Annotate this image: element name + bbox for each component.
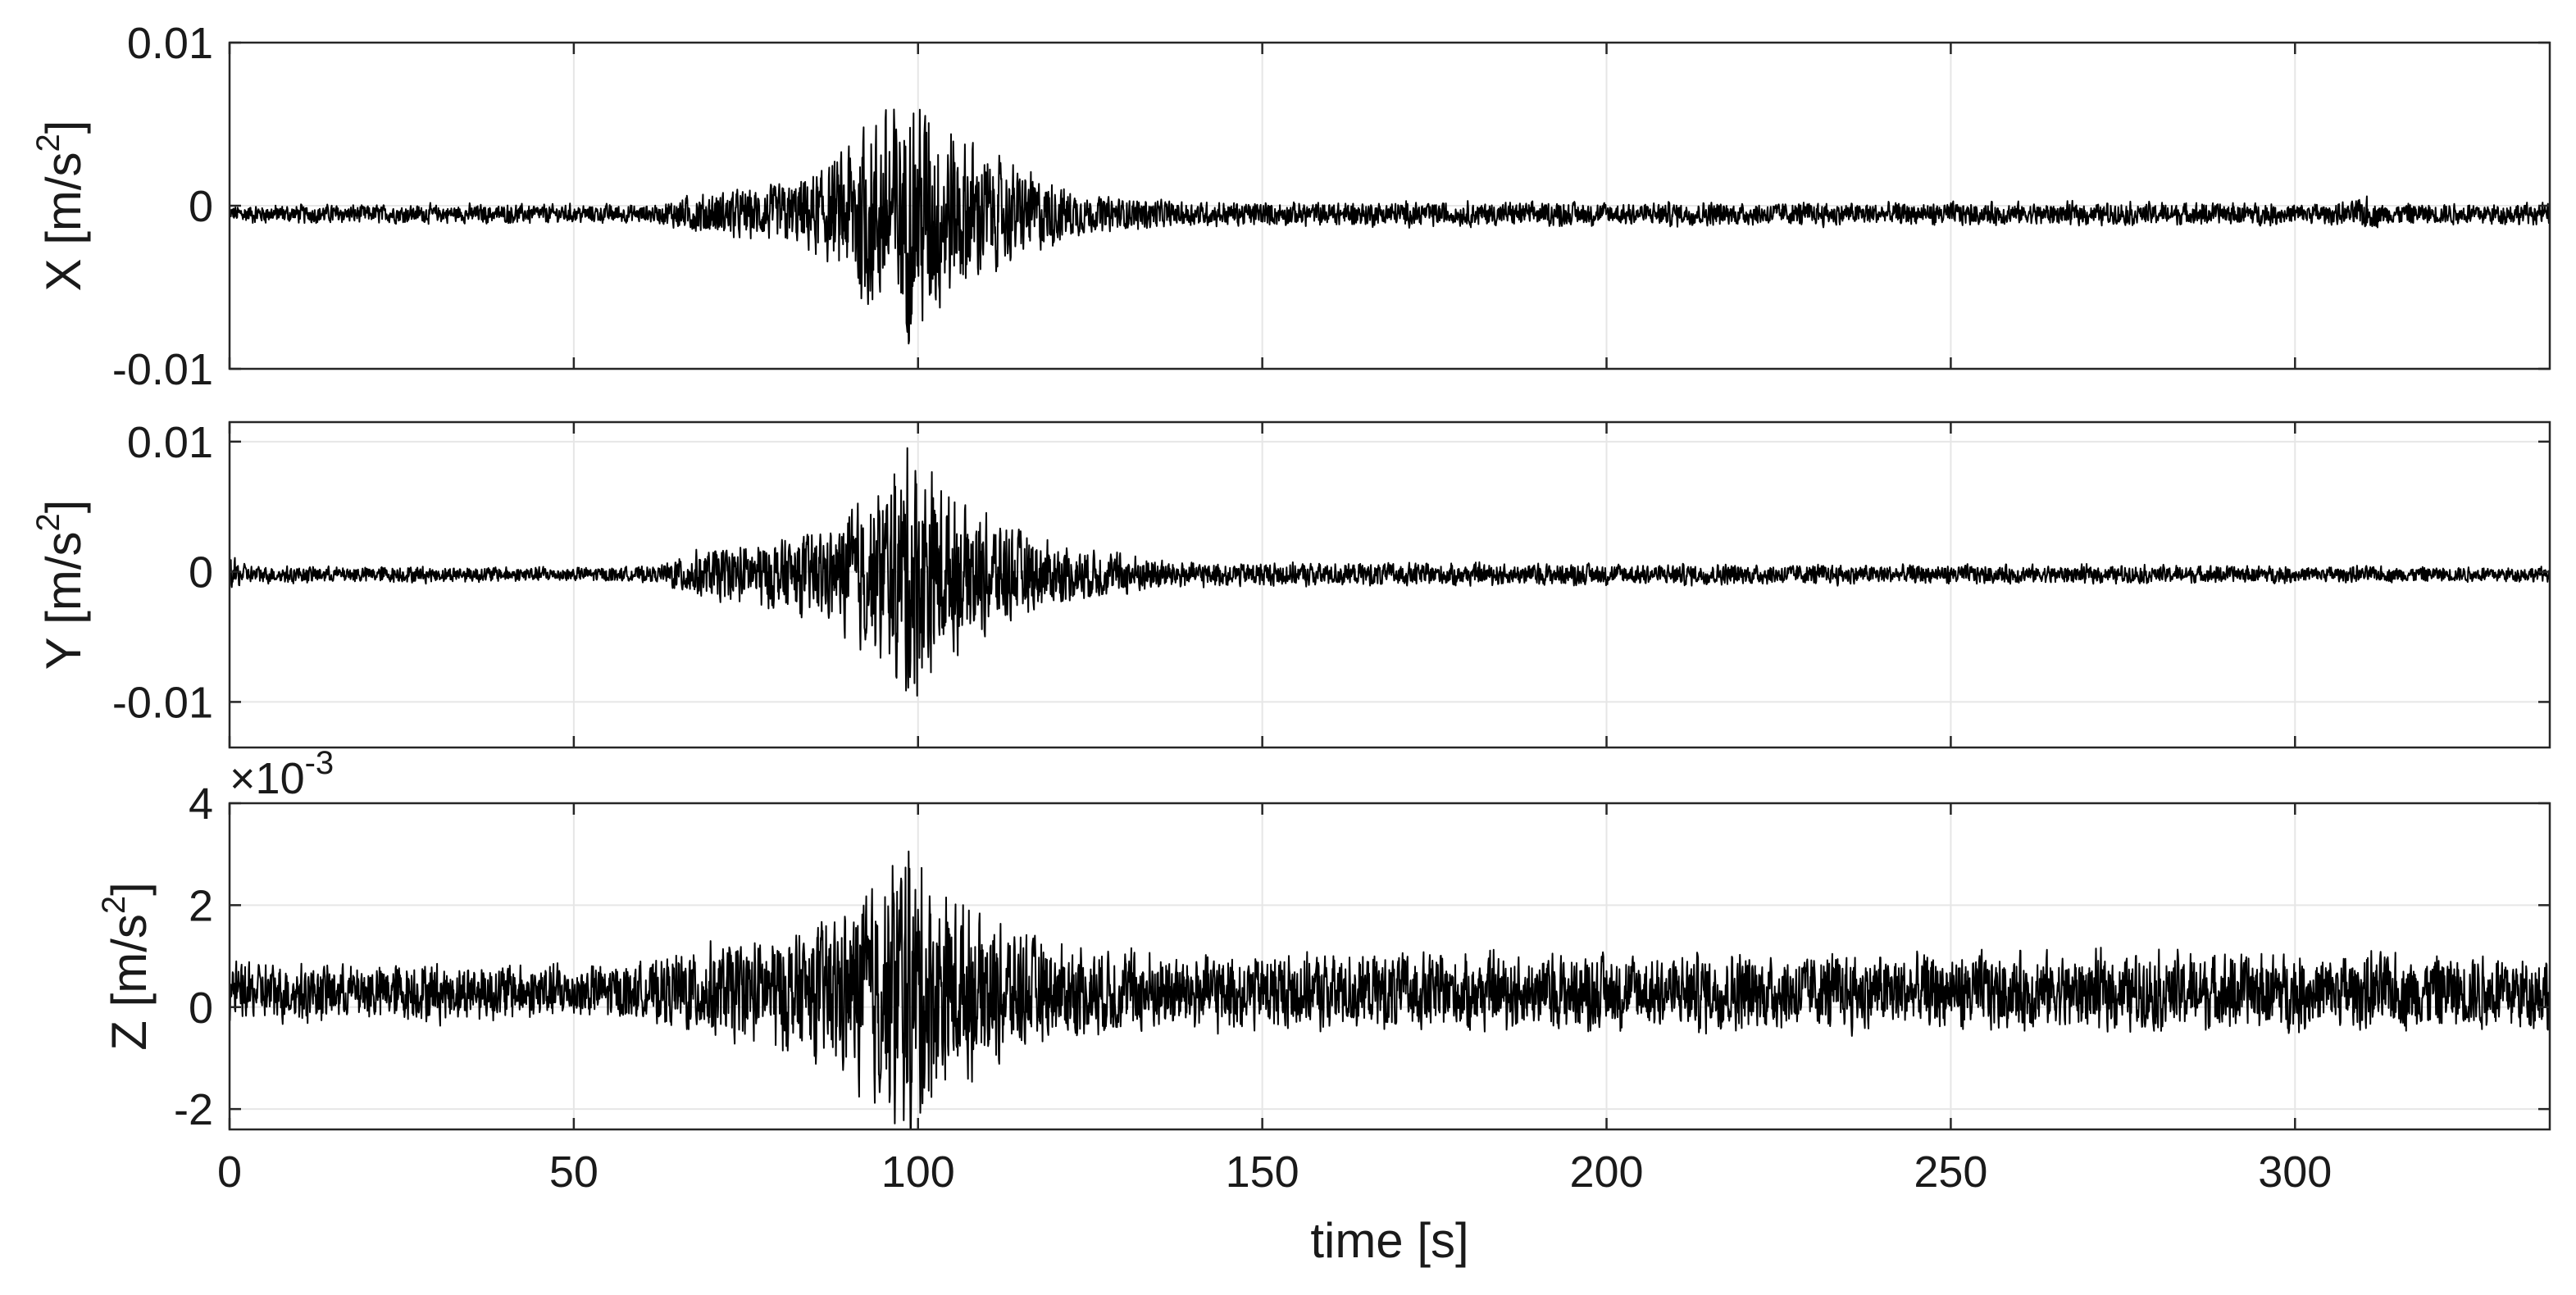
- panel-z-exponent-label: ×10-3: [230, 745, 334, 803]
- panel-x-ylabel-close: ]: [36, 120, 91, 134]
- panel-z-xtick-label-6: 300: [2258, 1147, 2332, 1197]
- panel-x-ylabel: X [m/s2]: [30, 120, 91, 292]
- panel-x-ylabel-main: X [m/s: [36, 152, 91, 291]
- panel-y-ylabel-sup: 2: [30, 513, 66, 531]
- panel-z-exponent-power: -3: [305, 745, 335, 781]
- panel-x: -0.01 0 0.01 X [m/s2]: [30, 19, 2551, 394]
- panel-z-xtick-label-1: 50: [549, 1147, 598, 1197]
- x-axis-label: time [s]: [1310, 1213, 1468, 1268]
- panel-y-ylabel: Y [m/s2]: [30, 500, 91, 670]
- panel-z-trace: [229, 850, 2551, 1130]
- panel-z-xtick-labels: 0 50 100 150 200 250 300: [217, 1147, 2332, 1197]
- panel-y-trace-group: [229, 447, 2551, 697]
- panel-z-ylabel-close: ]: [102, 882, 157, 896]
- panel-z-ytick-label-3: 4: [189, 779, 213, 829]
- panel-z-xtick-label-0: 0: [217, 1147, 242, 1197]
- panel-z-axes-box: [228, 802, 2551, 1131]
- panel-z-ytick-label-1: 0: [189, 984, 213, 1033]
- panel-z-ylabel-main: Z [m/s: [102, 914, 157, 1051]
- panel-y-ytick-labels: -0.01 0 0.01: [112, 418, 213, 728]
- panel-z-ytick-label-2: 2: [189, 881, 213, 930]
- panel-y-ylabel-main: Y [m/s: [36, 531, 91, 670]
- panel-y-axes-box: [228, 420, 2551, 749]
- panel-y-grid: [230, 422, 2550, 747]
- panel-z-ylabel-sup: 2: [96, 896, 132, 914]
- panel-y-ylabel-close: ]: [36, 500, 91, 514]
- panel-x-ytick-label-2: 0.01: [127, 19, 213, 68]
- panel-z-ytick-labels: -2 0 2 4: [174, 779, 213, 1134]
- panel-y-ticks: [228, 422, 2550, 747]
- panel-x-trace: [229, 108, 2551, 345]
- panel-z-xtick-label-2: 100: [881, 1147, 955, 1197]
- panel-y-trace: [229, 447, 2551, 697]
- panel-x-ytick-label-1: 0: [189, 182, 213, 231]
- panel-z-ylabel: Z [m/s2]: [96, 882, 157, 1051]
- panel-x-ytick-label-0: -0.01: [112, 345, 213, 394]
- panel-x-trace-group: [229, 108, 2551, 345]
- panel-z-xtick-label-5: 250: [1914, 1147, 1987, 1197]
- panel-y-ytick-label-0: -0.01: [112, 678, 213, 727]
- panel-z-xtick-label-3: 150: [1226, 1147, 1299, 1197]
- panel-z-trace-group: [229, 850, 2551, 1130]
- panel-x-ytick-labels: -0.01 0 0.01: [112, 19, 213, 394]
- panel-y-ytick-label-2: 0.01: [127, 418, 213, 467]
- panel-x-ticks: [228, 41, 2550, 370]
- panel-y: -0.01 0 0.01 Y [m/s2]: [30, 418, 2551, 749]
- panel-z-ticks: [228, 802, 2550, 1129]
- panel-y-ytick-label-1: 0: [189, 548, 213, 598]
- panel-z-exponent-prefix: ×10: [230, 754, 305, 803]
- panel-z-xtick-label-4: 200: [1569, 1147, 1643, 1197]
- panel-z-grid: [230, 802, 2550, 1129]
- panel-x-ylabel-sup: 2: [30, 134, 66, 152]
- panel-z-ytick-label-0: -2: [174, 1085, 213, 1134]
